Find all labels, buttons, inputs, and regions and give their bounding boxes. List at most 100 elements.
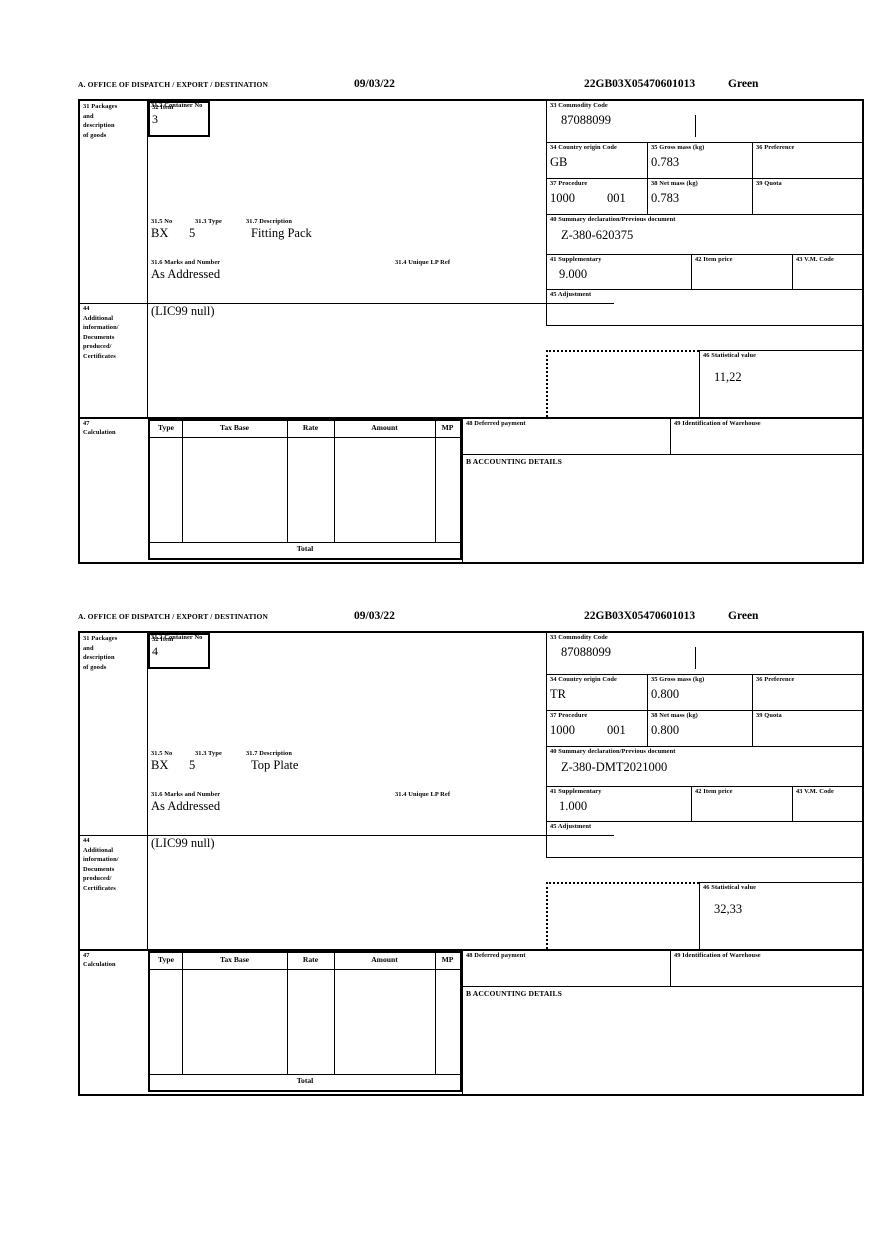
box-44-label: 44 Additional information/ Documents pro… <box>83 837 119 892</box>
calc-total-label: Total <box>296 544 314 553</box>
box-32-item: 32 Item 4 <box>148 633 210 669</box>
box-b-accounting-details: B ACCOUNTING DETAILS <box>462 455 862 564</box>
box-47-stub: 47 Calculation <box>80 419 148 564</box>
box-49-identification-of-warehouse: 49 Identification of Warehouse <box>671 419 862 455</box>
calc-body <box>150 437 460 543</box>
box-40-summary-declaration: 40 Summary declaration/Previous document… <box>546 215 862 255</box>
box-31-4-unique-lp-ref-label: 31.4 Unique LP Ref <box>395 259 451 266</box>
box-43-vm-code: 43 V.M. Code <box>793 787 862 822</box>
box-31-6-marks-value: As Addressed <box>151 267 221 281</box>
box-36-preference: 36 Preference <box>753 675 862 711</box>
box-37-procedure: 37 Procedure 1000 001 <box>546 179 648 215</box>
calc-col-type: Type <box>158 423 174 432</box>
calc-sep-3 <box>334 953 335 1074</box>
box-47-label: 47 Calculation <box>83 420 116 436</box>
calc-total-label: Total <box>296 1076 314 1085</box>
box-41-value: 1.000 <box>559 798 588 813</box>
box-37-value-a: 1000 <box>550 722 575 737</box>
box-34-country-origin-code: 34 Country origin Code TR <box>546 675 648 711</box>
box-31-bottom-rule <box>80 303 614 304</box>
form-header: A. OFFICE OF DISPATCH / EXPORT / DESTINA… <box>78 78 864 101</box>
box-31-packages-area: 31.2 Container No 31.5 No 31.3 Type 31.7… <box>148 633 614 835</box>
box-38-value: 0.800 <box>651 722 680 737</box>
box-48-deferred-payment: 48 Deferred payment <box>462 419 671 455</box>
box-43-label: 43 V.M. Code <box>796 788 834 795</box>
box-31-5-no-value: BX <box>151 758 169 772</box>
calc-sep-1 <box>182 421 183 542</box>
box-45-adjustment: 45 Adjustment <box>546 290 862 326</box>
office-of-dispatch-label: A. OFFICE OF DISPATCH / EXPORT / DESTINA… <box>78 612 269 621</box>
box-36-label: 36 Preference <box>756 144 795 151</box>
calc-col-tax-base: Tax Base <box>219 955 250 964</box>
box-44-content: (LIC99 null) <box>148 835 546 949</box>
box-34-country-origin-code: 34 Country origin Code GB <box>546 143 648 179</box>
box-44-label: 44 Additional information/ Documents pro… <box>83 305 119 360</box>
box-46-value: 32,33 <box>714 901 743 916</box>
box-32-item: 32 Item 3 <box>148 101 210 137</box>
box-37-label: 37 Procedure <box>550 712 588 719</box>
box-31-3-type-label: 31.3 Type <box>195 218 222 225</box>
box-40-label: 40 Summary declaration/Previous document <box>550 748 676 755</box>
calc-sep-3 <box>334 421 335 542</box>
box-32-item-label: 32 Item <box>152 104 174 111</box>
box-49-label: 49 Identification of Warehouse <box>674 952 761 959</box>
calc-sep-4 <box>435 421 436 542</box>
route-indicator: Green <box>728 78 759 90</box>
box-35-gross-mass: 35 Gross mass (kg) 0.783 <box>648 143 753 179</box>
box-42-item-price: 42 Item price <box>692 255 793 290</box>
box-33-label: 33 Commodity Code <box>550 634 608 641</box>
box-40-value: Z-380-DMT2021000 <box>561 759 668 774</box>
box-31-stub: 31 Packages and description of goods <box>80 633 148 835</box>
box-44-content: (LIC99 null) <box>148 303 546 417</box>
box-31-7-description-value: Top Plate <box>251 758 299 772</box>
box-31-3-type-label: 31.3 Type <box>195 750 222 757</box>
box-b-label: B ACCOUNTING DETAILS <box>466 457 562 466</box>
box-45-adjustment: 45 Adjustment <box>546 822 862 858</box>
box-31-6-marks-value: As Addressed <box>151 799 221 813</box>
box-38-net-mass: 38 Net mass (kg) 0.800 <box>648 711 753 747</box>
box-45-label: 45 Adjustment <box>550 291 592 298</box>
sad-form-item-4: A. OFFICE OF DISPATCH / EXPORT / DESTINA… <box>78 610 864 1096</box>
box-47-stub: 47 Calculation <box>80 951 148 1096</box>
box-46-label: 46 Statistical value <box>703 352 757 359</box>
box-40-label: 40 Summary declaration/Previous document <box>550 216 676 223</box>
box-31-2-container-no-label: 31.2 Container No <box>151 102 203 109</box>
box-47-calculation-table: Type Tax Base Rate Amount MP Total <box>148 951 462 1092</box>
calc-header-row: Type Tax Base Rate Amount MP <box>150 953 460 970</box>
box-37-value-a: 1000 <box>550 190 575 205</box>
box-37-label: 37 Procedure <box>550 180 588 187</box>
calc-sep-2 <box>287 421 288 542</box>
dotted-region <box>546 350 699 417</box>
box-41-supplementary: 41 Supplementary 1.000 <box>546 787 692 822</box>
box-37-procedure: 37 Procedure 1000 001 <box>546 711 648 747</box>
box-45-label: 45 Adjustment <box>550 823 592 830</box>
calc-col-rate: Rate <box>302 955 319 964</box>
box-46-value: 11,22 <box>714 369 742 384</box>
calc-col-amount: Amount <box>371 955 398 964</box>
calc-col-type: Type <box>158 955 174 964</box>
box-38-net-mass: 38 Net mass (kg) 0.783 <box>648 179 753 215</box>
box-33-divider <box>695 115 696 137</box>
sad-form-item-3: A. OFFICE OF DISPATCH / EXPORT / DESTINA… <box>78 78 864 564</box>
box-31-7-description-value: Fitting Pack <box>251 226 312 240</box>
box-40-value: Z-380-620375 <box>561 227 634 242</box>
box-33-divider <box>695 647 696 669</box>
box-33-value: 87088099 <box>561 644 611 659</box>
calc-col-mp: MP <box>441 423 454 432</box>
box-b-label: B ACCOUNTING DETAILS <box>466 989 562 998</box>
box-43-vm-code: 43 V.M. Code <box>793 255 862 290</box>
box-32-item-value: 3 <box>152 111 158 126</box>
calc-col-amount: Amount <box>371 423 398 432</box>
box-44-stub: 44 Additional information/ Documents pro… <box>80 835 148 949</box>
box-33-commodity-code: 33 Commodity Code 87088099 <box>546 633 862 675</box>
box-43-label: 43 V.M. Code <box>796 256 834 263</box>
box-48-label: 48 Deferred payment <box>466 420 526 427</box>
box-31-packages-area: 31.2 Container No 31.5 No 31.3 Type 31.7… <box>148 101 614 303</box>
box-33-value: 87088099 <box>561 112 611 127</box>
box-47-top-rule <box>80 417 862 419</box>
form-header: A. OFFICE OF DISPATCH / EXPORT / DESTINA… <box>78 610 864 633</box>
box-31-label: 31 Packages and description of goods <box>83 635 118 671</box>
box-42-item-price: 42 Item price <box>692 787 793 822</box>
box-49-label: 49 Identification of Warehouse <box>674 420 761 427</box>
box-39-label: 39 Quota <box>756 712 782 719</box>
